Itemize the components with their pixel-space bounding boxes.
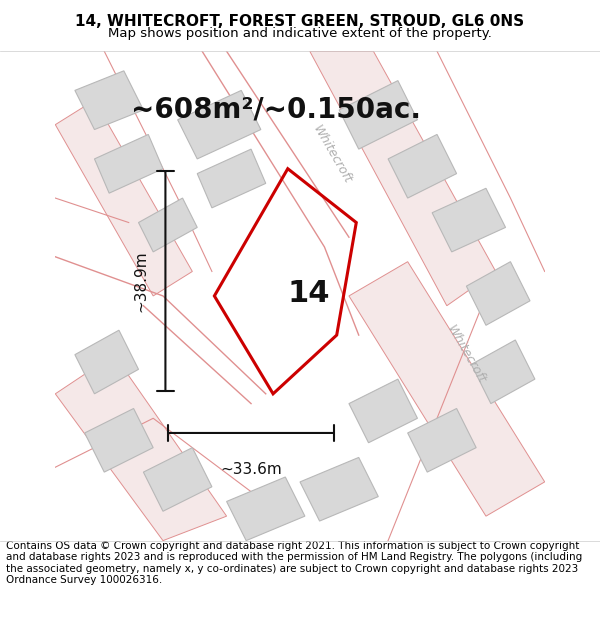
Polygon shape [227,477,305,541]
Text: ~33.6m: ~33.6m [220,462,282,478]
Polygon shape [139,198,197,252]
Text: 14: 14 [287,279,329,308]
Polygon shape [339,81,418,149]
Polygon shape [310,51,496,306]
Text: Contains OS data © Crown copyright and database right 2021. This information is : Contains OS data © Crown copyright and d… [6,541,582,586]
Polygon shape [432,188,506,252]
Polygon shape [388,134,457,198]
Text: Whitecroft: Whitecroft [445,323,488,386]
Polygon shape [178,91,261,159]
Polygon shape [75,330,139,394]
Text: Map shows position and indicative extent of the property.: Map shows position and indicative extent… [108,27,492,40]
Polygon shape [349,262,545,516]
Polygon shape [143,448,212,511]
Text: ~38.9m: ~38.9m [133,251,148,312]
Polygon shape [55,354,227,541]
Polygon shape [197,149,266,208]
Polygon shape [466,262,530,325]
Polygon shape [300,458,379,521]
Polygon shape [349,379,418,442]
Polygon shape [55,100,193,296]
Polygon shape [407,409,476,472]
Polygon shape [75,71,143,129]
Polygon shape [85,409,153,472]
Text: ~608m²/~0.150ac.: ~608m²/~0.150ac. [131,96,421,124]
Polygon shape [94,134,163,193]
Text: 14, WHITECROFT, FOREST GREEN, STROUD, GL6 0NS: 14, WHITECROFT, FOREST GREEN, STROUD, GL… [76,14,524,29]
Polygon shape [471,340,535,404]
Text: Whitecroft: Whitecroft [310,122,354,186]
